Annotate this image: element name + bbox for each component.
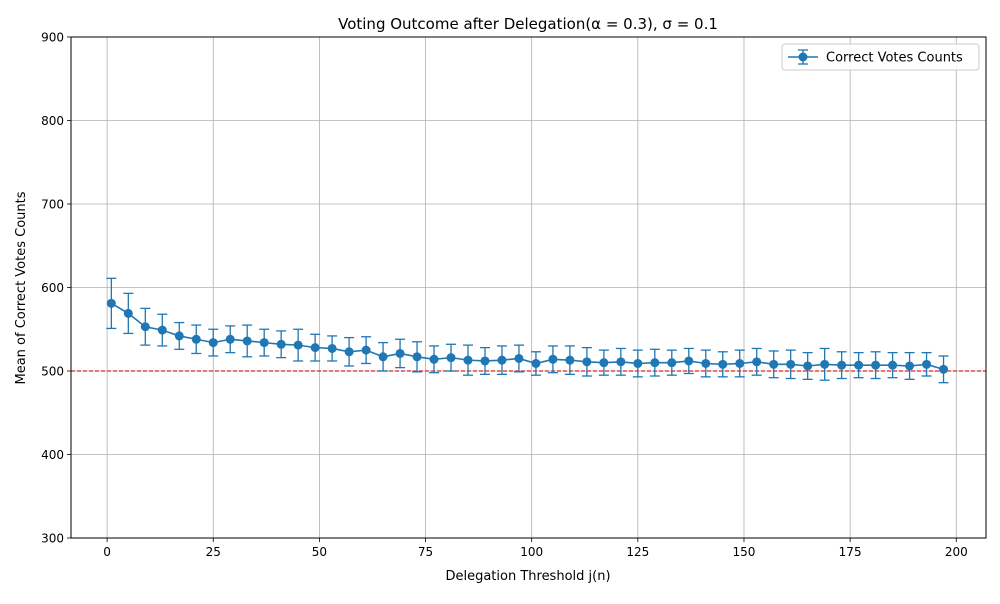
data-point: [820, 359, 830, 369]
data-point: [633, 358, 643, 368]
data-point: [242, 336, 252, 346]
y-axis-ticks: 300 400 500 600 700 800 900: [41, 31, 71, 546]
legend-marker: [798, 52, 808, 62]
data-point: [735, 358, 745, 368]
data-point: [667, 358, 677, 368]
data-point: [854, 360, 864, 370]
data-point: [174, 331, 184, 341]
y-tick-label: 500: [41, 365, 64, 379]
data-point: [327, 343, 337, 353]
x-tick-label: 200: [945, 545, 968, 559]
data-point: [752, 357, 762, 367]
y-tick-label: 300: [41, 532, 64, 546]
data-point: [939, 364, 949, 374]
data-point: [106, 298, 116, 308]
data-point: [123, 308, 133, 318]
data-point: [769, 359, 779, 369]
data-point: [582, 357, 592, 367]
data-point: [531, 358, 541, 368]
data-point: [395, 348, 405, 358]
chart-title: Voting Outcome after Delegation(α = 0.3)…: [338, 15, 718, 33]
data-point: [514, 353, 524, 363]
x-tick-label: 100: [520, 545, 543, 559]
x-axis-ticks: 0 25 50 75 100 125 150 175 200: [103, 538, 968, 559]
data-point: [293, 340, 303, 350]
data-point: [701, 358, 711, 368]
x-tick-label: 125: [626, 545, 649, 559]
x-tick-label: 150: [733, 545, 756, 559]
data-point: [718, 359, 728, 369]
x-axis-label: Delegation Threshold j(n): [445, 569, 610, 584]
y-tick-label: 800: [41, 114, 64, 128]
data-point: [378, 352, 388, 362]
legend-label: Correct Votes Counts: [826, 51, 963, 66]
data-point: [446, 353, 456, 363]
x-tick-label: 175: [839, 545, 862, 559]
data-point: [463, 355, 473, 365]
data-point: [412, 352, 422, 362]
data-point: [548, 354, 558, 364]
data-point: [191, 334, 201, 344]
data-point: [871, 360, 881, 370]
data-point: [565, 355, 575, 365]
data-point: [344, 347, 354, 357]
data-point: [786, 359, 796, 369]
data-point: [310, 343, 320, 353]
x-tick-label: 75: [418, 545, 433, 559]
data-point: [905, 361, 915, 371]
x-tick-label: 0: [103, 545, 111, 559]
x-tick-label: 50: [312, 545, 327, 559]
legend-box: [781, 43, 980, 71]
y-tick-label: 900: [41, 31, 64, 45]
data-point: [616, 357, 626, 367]
data-point: [225, 334, 235, 344]
data-point: [888, 360, 898, 370]
data-point: [599, 358, 609, 368]
y-tick-label: 700: [41, 198, 64, 212]
series-group: [106, 277, 949, 384]
data-point: [361, 345, 371, 355]
data-point: [276, 339, 286, 349]
y-tick-label: 600: [41, 281, 64, 295]
data-point: [140, 322, 150, 332]
data-point: [684, 356, 694, 366]
data-point: [650, 358, 660, 368]
data-point: [803, 361, 813, 371]
data-point: [157, 325, 167, 335]
data-point: [480, 356, 490, 366]
legend: Correct Votes Counts: [781, 43, 980, 71]
y-axis-label: Mean of Correct Votes Counts: [14, 191, 29, 384]
x-tick-label: 25: [206, 545, 221, 559]
data-point: [208, 338, 218, 348]
y-tick-label: 400: [41, 448, 64, 462]
data-point: [497, 355, 507, 365]
data-point: [429, 354, 439, 364]
data-point: [259, 338, 269, 348]
data-point: [922, 359, 932, 369]
data-point: [837, 360, 847, 370]
